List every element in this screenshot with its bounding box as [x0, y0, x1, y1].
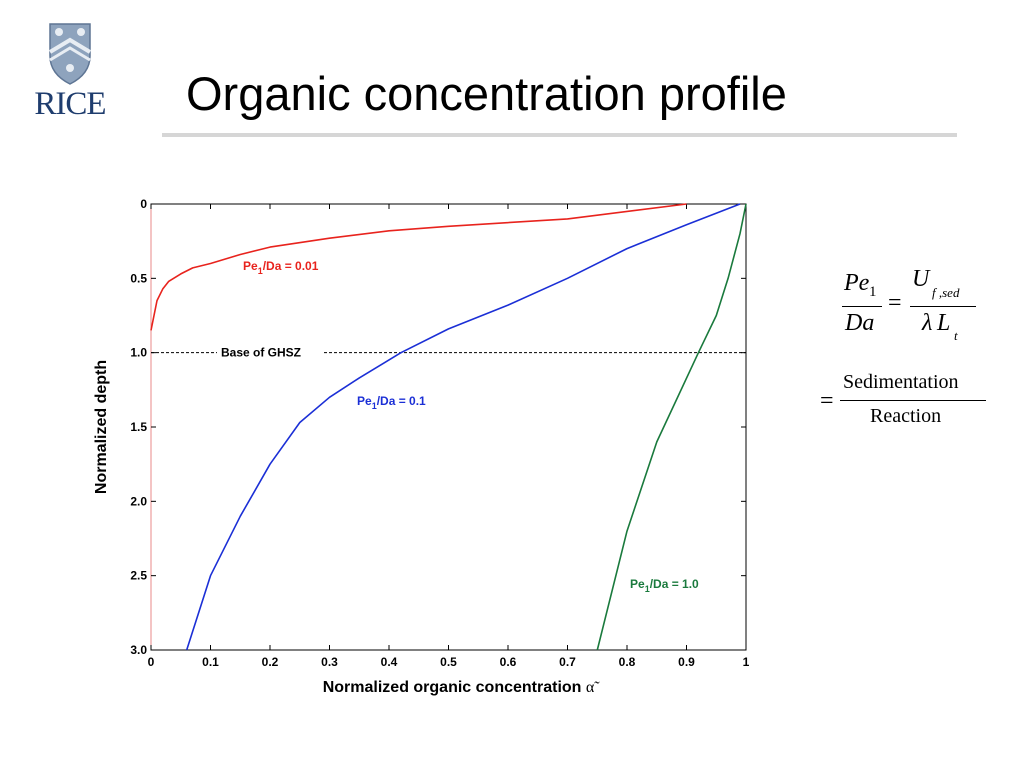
x-tick-label: 0.4: [381, 655, 398, 669]
word-denominator: Reaction: [870, 405, 942, 427]
lhs-denominator: Da: [845, 310, 875, 336]
y-tick-label: 2.0: [130, 494, 147, 508]
rhs-numerator-sub: f ,sed: [932, 285, 960, 300]
lhs-fraction-bar: [842, 306, 882, 307]
x-tick-label: 0.5: [440, 655, 457, 669]
rhs-fraction-bar: [910, 306, 976, 307]
series-line: [150, 203, 687, 331]
lhs-numerator: Pe: [844, 270, 870, 296]
y-tick-label: 3.0: [130, 643, 147, 657]
x-tick-label: 0.8: [619, 655, 636, 669]
x-tick-label: 0.1: [202, 655, 219, 669]
series-line: [185, 203, 741, 651]
lhs-numerator-sub: 1: [869, 284, 877, 300]
x-tick-label: 0.7: [559, 655, 576, 669]
word-numerator: Sedimentation: [843, 371, 959, 393]
series-label: Pe1/Da = 1.0: [630, 577, 699, 594]
slide-title: Organic concentration profile: [186, 67, 787, 120]
rhs-numerator: U: [912, 266, 930, 292]
rice-logo: RICE: [22, 22, 118, 126]
shield-icon: [48, 23, 92, 85]
concentration-chart: 0 0.1 0.2 0.3 0.4 0.5 0.6 0.7 0.8 0.9 1 0 0.5 1.0 1.5 2…: [93, 197, 750, 696]
x-tick-label: 0.2: [262, 655, 279, 669]
title-divider: [162, 133, 957, 137]
y-tick-label: 2.5: [130, 569, 147, 583]
x-tick-label: 0: [148, 655, 155, 669]
x-tick-label: 0.6: [500, 655, 517, 669]
y-tick-label: 0.5: [130, 271, 147, 285]
x-tick-label: 1: [743, 655, 750, 669]
series-label: Pe1/Da = 0.01: [243, 259, 319, 276]
rhs-denominator-lambda: λ: [922, 310, 933, 336]
series-label: Pe1/Da = 0.1: [357, 394, 426, 411]
rhs-denominator-sub: t: [954, 328, 958, 343]
equals-sign-2: =: [820, 388, 834, 414]
y-axis-label: Normalized depth: [93, 360, 110, 494]
reference-line-label: Base of GHSZ: [221, 346, 301, 360]
equals-sign-1: =: [888, 290, 902, 316]
y-tick-label: 1.0: [130, 346, 147, 360]
x-tick-label: 0.9: [678, 655, 695, 669]
x-tick-label: 0.3: [321, 655, 338, 669]
series-line: [596, 203, 747, 651]
logo-text: RICE: [34, 86, 106, 122]
word-fraction-bar: [840, 400, 986, 401]
x-axis-label: Normalized organic concentration α̃: [323, 679, 601, 696]
y-tick-label: 0: [140, 197, 147, 211]
rhs-denominator: L: [937, 310, 951, 336]
y-tick-label: 1.5: [130, 420, 147, 434]
